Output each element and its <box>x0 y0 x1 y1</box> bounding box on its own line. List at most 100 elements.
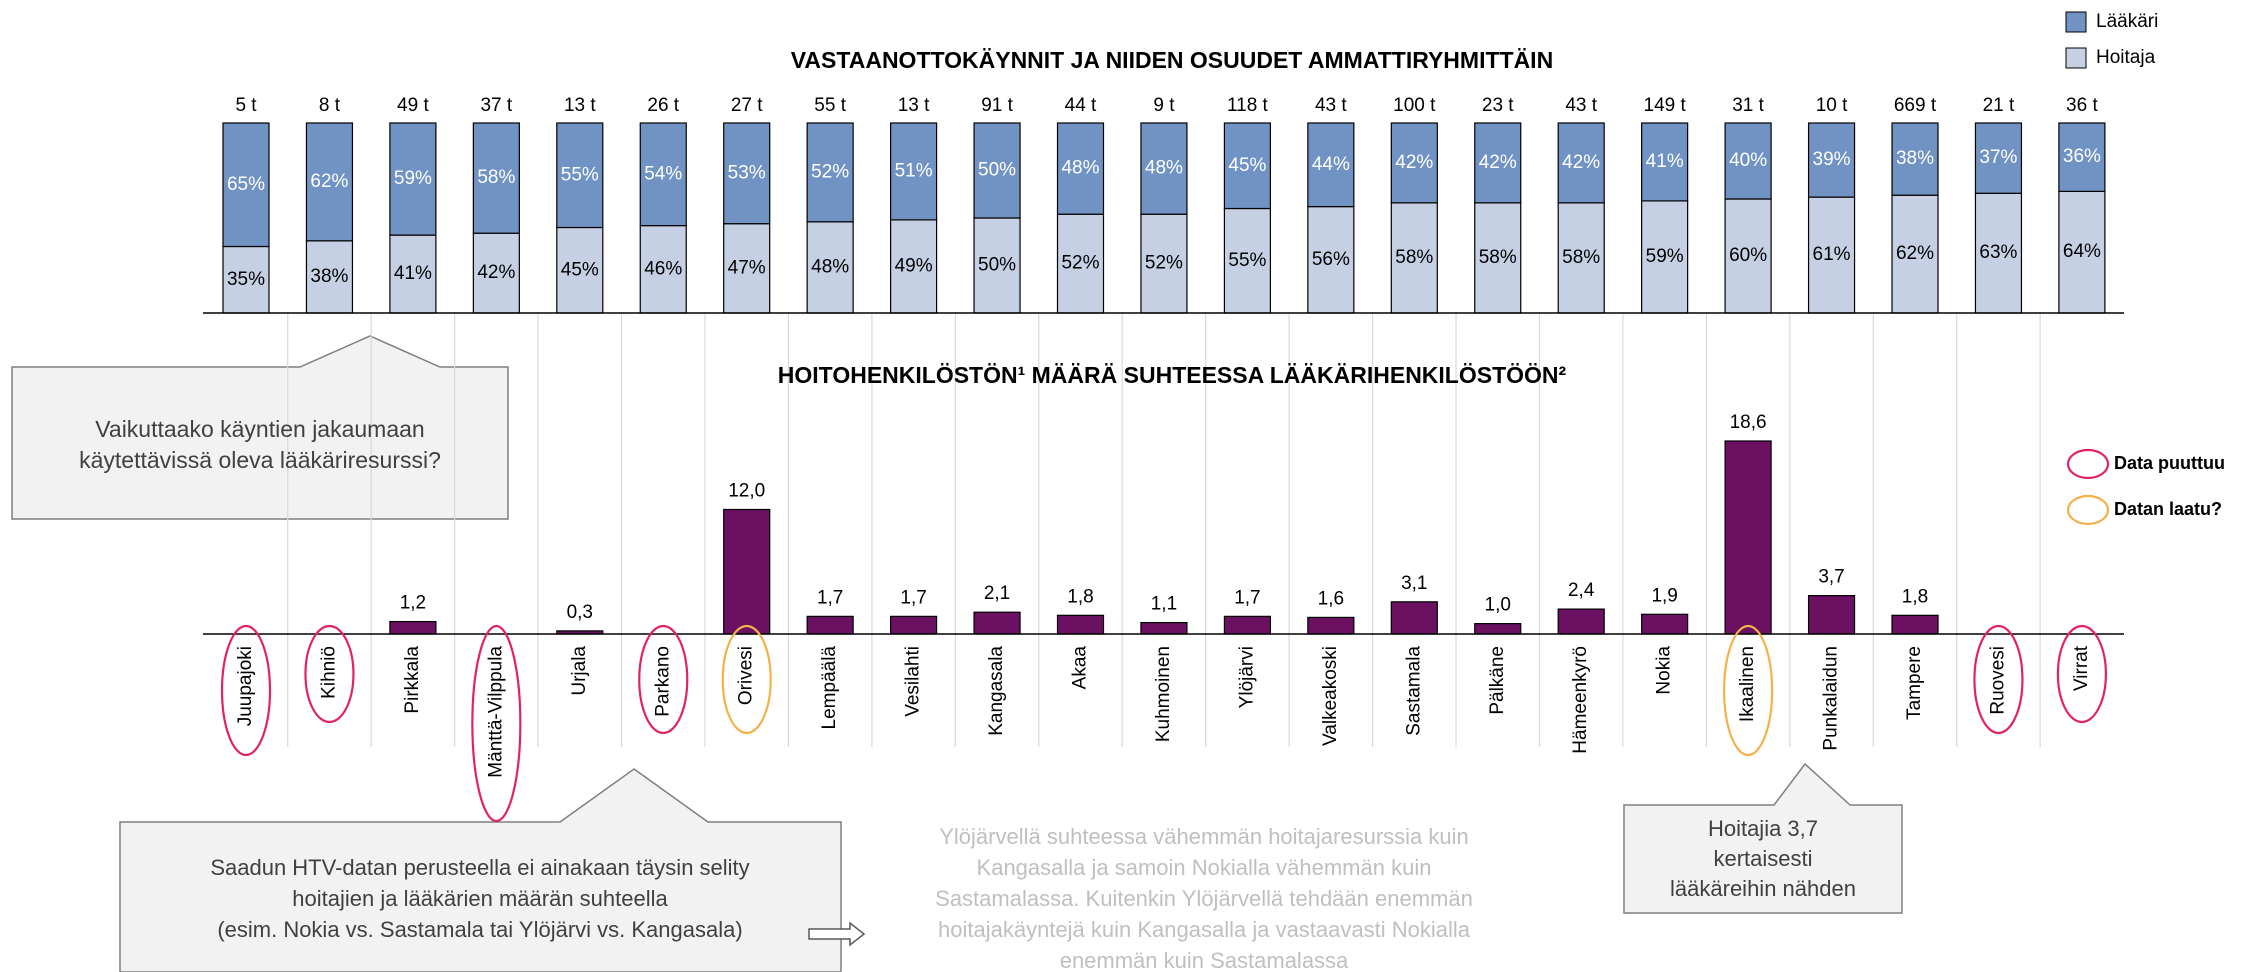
legend-label: Lääkäri <box>2096 11 2158 32</box>
callout-box <box>1623 762 1903 914</box>
bar-segment <box>1557 122 1605 204</box>
marker-circle <box>220 624 272 757</box>
marker-circle <box>2056 624 2107 724</box>
legend-circle <box>2066 494 2110 526</box>
value-label: 3,7 <box>1818 567 1844 588</box>
bar <box>1724 440 1772 635</box>
bar-segment <box>1557 202 1605 314</box>
value-label: 58% <box>1562 247 1600 268</box>
note-text: hoitajien ja lääkärien määrän suhteella <box>292 886 668 911</box>
bar-segment <box>389 122 437 236</box>
total-label: 43 t <box>1315 95 1347 116</box>
bar-segment <box>1223 207 1272 314</box>
total-label: 8 t <box>319 95 341 116</box>
bar-segment <box>556 226 604 314</box>
value-label: 38% <box>1896 148 1934 169</box>
bar-segment <box>1891 122 1939 196</box>
bar-segment <box>2058 122 2106 193</box>
value-label: 55% <box>561 164 599 185</box>
total-label: 49 t <box>397 95 429 116</box>
chart-title: HOITOHENKILÖSTÖN¹ MÄÄRÄ SUHTEESSA LÄÄKÄR… <box>778 362 1567 388</box>
x-tick-label: Pirkkala <box>402 646 423 714</box>
value-label: 12,0 <box>728 480 765 501</box>
marker-circle <box>471 624 522 823</box>
total-label: 21 t <box>1983 95 2015 116</box>
value-label: 36% <box>2063 146 2101 167</box>
note-text: (esim. Nokia vs. Sastamala tai Ylöjärvi … <box>217 917 742 942</box>
value-label: 53% <box>728 162 766 183</box>
note-text: enemmän kuin Sastamalassa <box>1060 948 1349 972</box>
value-label: 1,8 <box>1067 586 1093 607</box>
x-tick-label: Mänttä-Vilppula <box>485 646 506 778</box>
legend-label: Data puuttuu <box>2114 453 2225 473</box>
total-label: 149 t <box>1644 95 1687 116</box>
marker-circle <box>1973 624 2024 735</box>
bar <box>973 611 1021 635</box>
value-label: 42% <box>1395 152 1433 173</box>
marker-circle <box>721 624 772 735</box>
total-label: 669 t <box>1894 95 1937 116</box>
value-label: 65% <box>227 174 265 195</box>
value-label: 54% <box>644 163 682 184</box>
value-label: 44% <box>1312 154 1350 175</box>
value-label: 51% <box>895 160 933 181</box>
value-label: 56% <box>1312 249 1350 270</box>
total-label: 23 t <box>1482 95 1514 116</box>
legend-swatch <box>2065 11 2087 33</box>
bar <box>1557 608 1605 635</box>
x-tick-label: Lempäälä <box>819 646 840 730</box>
value-label: 45% <box>1228 155 1266 176</box>
total-label: 100 t <box>1393 95 1436 116</box>
value-label: 1,0 <box>1485 595 1511 616</box>
bar-segment <box>723 223 771 314</box>
marker-circle <box>638 624 689 735</box>
x-tick-label: Kihniö <box>318 646 339 699</box>
bar <box>1474 623 1522 635</box>
bar <box>723 508 771 635</box>
value-label: 50% <box>978 255 1016 276</box>
note-text: Saadun HTV-datan perusteella ei ainakaan… <box>210 855 749 880</box>
bar-segment <box>723 122 771 225</box>
value-label: 1,7 <box>1234 587 1260 608</box>
bar <box>1307 616 1355 635</box>
bar <box>389 620 437 635</box>
total-label: 91 t <box>981 95 1013 116</box>
x-tick-label: Sastamala <box>1403 646 1424 736</box>
total-label: 44 t <box>1065 95 1097 116</box>
bar-segment <box>556 122 604 229</box>
note-text: Vaikuttaako käyntien jakaumaan <box>95 416 424 442</box>
total-label: 43 t <box>1565 95 1597 116</box>
value-label: 1,1 <box>1151 594 1177 615</box>
value-label: 38% <box>310 266 348 287</box>
bar-segment <box>639 122 687 227</box>
x-tick-label: Valkeakoski <box>1320 646 1341 746</box>
bar <box>1140 621 1188 635</box>
bar-segment <box>1056 122 1105 215</box>
x-tick-label: Kuhmoinen <box>1153 646 1174 742</box>
bar <box>1223 615 1272 635</box>
x-tick-label: Vesilahti <box>903 646 924 717</box>
bar-segment <box>973 217 1021 314</box>
arrow <box>808 921 866 947</box>
total-label: 26 t <box>647 95 679 116</box>
total-label: 13 t <box>564 95 596 116</box>
value-label: 60% <box>1729 245 1767 266</box>
value-label: 42% <box>1479 152 1517 173</box>
bar-segment <box>1140 122 1188 215</box>
x-tick-label: Ikaalinen <box>1737 646 1758 722</box>
total-label: 37 t <box>480 95 512 116</box>
x-tick-label: Parkano <box>652 646 673 717</box>
value-label: 59% <box>1646 246 1684 267</box>
bar-segment <box>1807 122 1856 198</box>
total-label: 27 t <box>731 95 763 116</box>
legend-circle <box>2066 448 2110 480</box>
value-label: 52% <box>811 161 849 182</box>
value-label: 40% <box>1729 150 1767 171</box>
value-label: 48% <box>811 256 849 277</box>
bar-segment <box>1307 122 1355 208</box>
total-label: 9 t <box>1153 95 1175 116</box>
bar-segment <box>806 122 854 223</box>
value-label: 58% <box>477 167 515 188</box>
total-label: 55 t <box>814 95 846 116</box>
